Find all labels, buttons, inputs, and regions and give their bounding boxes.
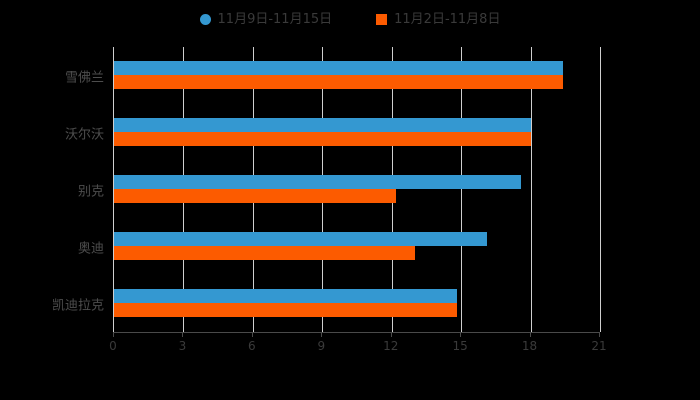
x-tick-label: 3	[178, 339, 187, 353]
category-label: 别克	[77, 184, 104, 199]
x-tick-label: 15	[452, 339, 468, 353]
plot-area	[113, 47, 601, 332]
bar-series-a[interactable]	[114, 117, 531, 132]
bar-series-b[interactable]	[114, 188, 397, 203]
x-tick-label: 12	[383, 339, 399, 353]
x-tick-label: 18	[521, 339, 538, 353]
x-tick-mark	[529, 332, 531, 337]
gridline	[530, 47, 532, 332]
bar-series-b[interactable]	[114, 302, 457, 317]
category-label: 沃尔沃	[64, 127, 104, 142]
x-tick-mark	[182, 332, 184, 337]
category-label: 奥迪	[77, 241, 104, 256]
legend-item-series-a[interactable]: 11月9日-11月15日	[199, 11, 333, 27]
x-tick-label: 0	[109, 339, 117, 353]
x-tick-mark	[390, 332, 392, 337]
x-tick-mark	[599, 332, 600, 337]
x-tick-mark	[321, 332, 323, 337]
bar-series-b[interactable]	[114, 74, 563, 89]
x-tick-mark	[113, 332, 114, 337]
category-label: 雪佛兰	[64, 70, 104, 85]
bar-series-a[interactable]	[114, 288, 457, 303]
x-tick-label: 6	[248, 339, 256, 353]
legend-label-series-b: 11月2日-11月8日	[394, 11, 501, 27]
category-axis-labels: 雪佛兰沃尔沃别克奥迪凯迪拉克	[0, 47, 104, 332]
bar-series-b[interactable]	[114, 245, 415, 260]
x-tick-mark	[460, 332, 462, 337]
bar-series-b[interactable]	[114, 131, 531, 146]
chart-legend: 11月9日-11月15日 11月2日-11月8日	[0, 6, 700, 32]
legend-square-marker-icon	[376, 13, 388, 25]
bar-series-a[interactable]	[114, 174, 522, 189]
x-tick-label: 9	[317, 339, 326, 353]
legend-item-series-b[interactable]: 11月2日-11月8日	[376, 13, 500, 26]
category-label: 凯迪拉克	[51, 298, 104, 313]
x-axis-line	[113, 332, 600, 333]
gridline	[461, 47, 463, 332]
legend-circle-marker-icon	[199, 13, 211, 25]
x-tick-label: 21	[591, 339, 607, 353]
bar-series-a[interactable]	[114, 231, 487, 246]
legend-label-series-a: 11月9日-11月15日	[217, 11, 333, 27]
x-tick-mark	[251, 332, 253, 337]
gridline	[600, 47, 601, 332]
bar-series-a[interactable]	[114, 60, 563, 75]
